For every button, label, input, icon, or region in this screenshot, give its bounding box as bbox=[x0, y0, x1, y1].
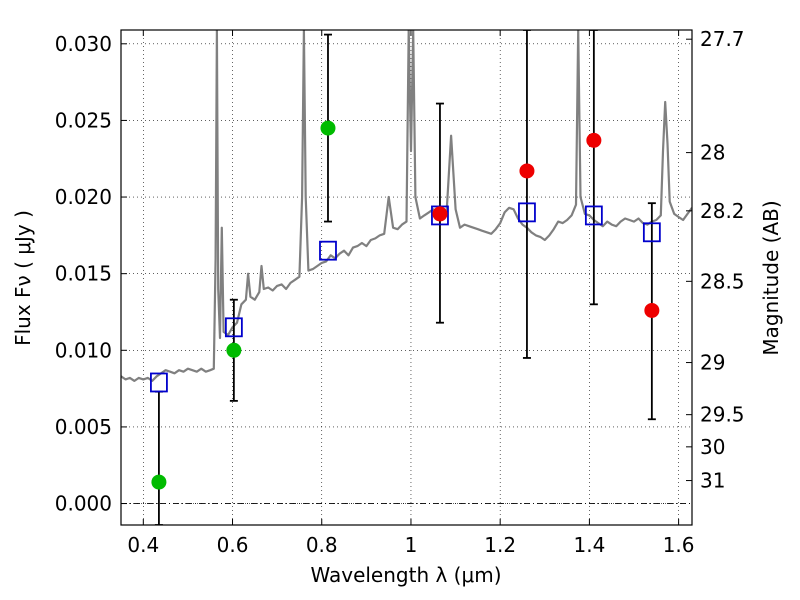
observed-point bbox=[519, 163, 535, 179]
y-axis-label: Flux Fν ( μJy ) bbox=[11, 210, 35, 346]
y-tick-label: 0.015 bbox=[55, 262, 112, 286]
y-tick-label: 0.000 bbox=[55, 492, 112, 516]
observed-point bbox=[586, 132, 602, 148]
model-square-marker bbox=[150, 372, 168, 393]
magnitude-tick-label: 28 bbox=[700, 141, 725, 165]
plot-frame bbox=[120, 29, 693, 526]
spectrum-line bbox=[121, 30, 692, 382]
plot-area bbox=[121, 30, 692, 525]
model-square-marker bbox=[584, 205, 603, 226]
axis-ticks: 0.4 0.6 0.8 1 1.2 1.4 1.6 0.000 0.005 0.010 0.015 0… bbox=[55, 27, 745, 557]
grid-lines bbox=[121, 30, 692, 525]
magnitude-tick-label: 28.2 bbox=[700, 199, 745, 223]
observed-point bbox=[432, 206, 448, 222]
x-tick-label: 1.2 bbox=[484, 533, 516, 557]
magnitude-tick-label: 27.7 bbox=[700, 27, 745, 51]
magnitude-tick-label: 28.5 bbox=[700, 269, 745, 293]
model-square-marker bbox=[518, 202, 536, 223]
x-tick-label: 1 bbox=[405, 533, 418, 557]
x-axis-label: Wavelength λ (μm) bbox=[310, 563, 501, 587]
observed-point bbox=[151, 474, 167, 490]
magnitude-tick-label: 30 bbox=[700, 435, 725, 459]
y-axis-label-right: Magnitude (AB) bbox=[759, 200, 783, 355]
x-tick-label: 1.4 bbox=[573, 533, 605, 557]
y-tick-label: 0.020 bbox=[55, 185, 112, 209]
observed-point bbox=[644, 302, 660, 318]
observed-point bbox=[226, 342, 242, 358]
x-tick-label: 1.6 bbox=[663, 533, 695, 557]
x-tick-label: 0.4 bbox=[127, 533, 159, 557]
y-tick-label: 0.005 bbox=[55, 415, 112, 439]
y-tick-label: 0.030 bbox=[55, 32, 112, 56]
x-tick-label: 0.8 bbox=[306, 533, 338, 557]
model-square-marker bbox=[319, 240, 337, 261]
y-tick-label: 0.010 bbox=[55, 338, 112, 362]
observed-point bbox=[320, 120, 336, 136]
magnitude-tick-label: 31 bbox=[700, 469, 725, 493]
magnitude-tick-label: 29.5 bbox=[700, 403, 745, 427]
magnitude-tick-label: 29 bbox=[700, 351, 725, 375]
y-tick-label: 0.025 bbox=[55, 108, 112, 132]
x-tick-label: 0.6 bbox=[217, 533, 249, 557]
model-square-marker bbox=[642, 222, 661, 243]
model-square-marker bbox=[224, 317, 243, 338]
